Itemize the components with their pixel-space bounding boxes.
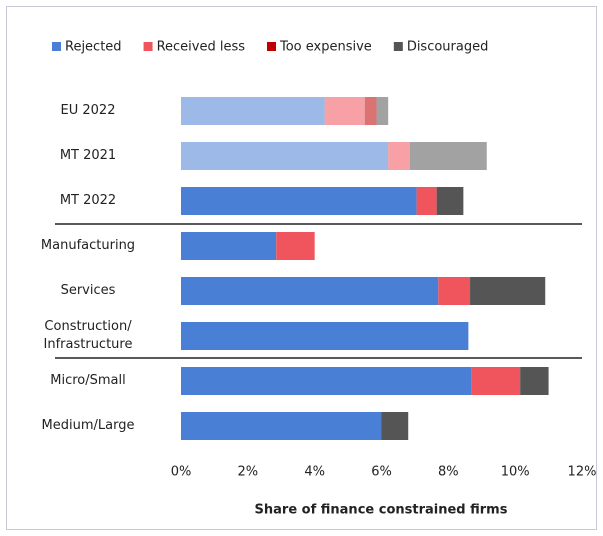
y-tick-label: MT 2022 (59, 193, 117, 208)
y-tick-label: Services (60, 283, 116, 298)
frame (6, 6, 597, 530)
legend-label: Received less (157, 40, 246, 55)
x-tick-label: 12% (568, 465, 597, 480)
legend-label: Discouraged (407, 40, 489, 55)
x-tick-label: 10% (501, 465, 530, 480)
bar-segment (181, 142, 389, 170)
bar-segment (181, 277, 439, 305)
x-axis-title: Share of finance constrained firms (255, 503, 508, 518)
y-tick-label: EU 2022 (60, 103, 116, 118)
bar-segment (416, 187, 437, 215)
bar-segment (381, 412, 409, 440)
y-tick-label: Construction/ Infrastructure (43, 319, 133, 352)
x-tick-label: 2% (238, 465, 259, 480)
x-tick-label: 8% (438, 465, 459, 480)
bar-segment (409, 142, 487, 170)
bar-segment (364, 97, 377, 125)
bar-segment (181, 187, 417, 215)
bar-segment (438, 277, 471, 305)
x-tick-label: 6% (371, 465, 392, 480)
bar-segment (470, 277, 546, 305)
legend-swatch (52, 42, 61, 51)
bar-segment (181, 412, 382, 440)
legend-swatch (393, 42, 403, 51)
bar-segment (181, 232, 277, 260)
bar-segment (376, 97, 389, 125)
legend-swatch (267, 42, 276, 51)
legend-swatch (143, 42, 153, 51)
bar-segment (471, 367, 521, 395)
bar-segment (181, 322, 469, 350)
x-tick-label: 4% (304, 465, 325, 480)
bar-segment (181, 367, 472, 395)
y-tick-label: Medium/Large (41, 418, 135, 433)
bar-segment (436, 187, 464, 215)
bar-segment (276, 232, 315, 260)
y-tick-label: Manufacturing (40, 238, 136, 253)
bar-segment (181, 97, 325, 125)
legend-label: Too expensive (279, 40, 372, 55)
x-tick-label: 0% (171, 465, 192, 480)
bar-segment (388, 142, 410, 170)
bar-segment (324, 97, 365, 125)
y-tick-label: MT 2021 (59, 148, 117, 163)
bar-segment (520, 367, 549, 395)
y-tick-label: Micro/Small (50, 373, 126, 388)
legend-label: Rejected (65, 40, 122, 55)
